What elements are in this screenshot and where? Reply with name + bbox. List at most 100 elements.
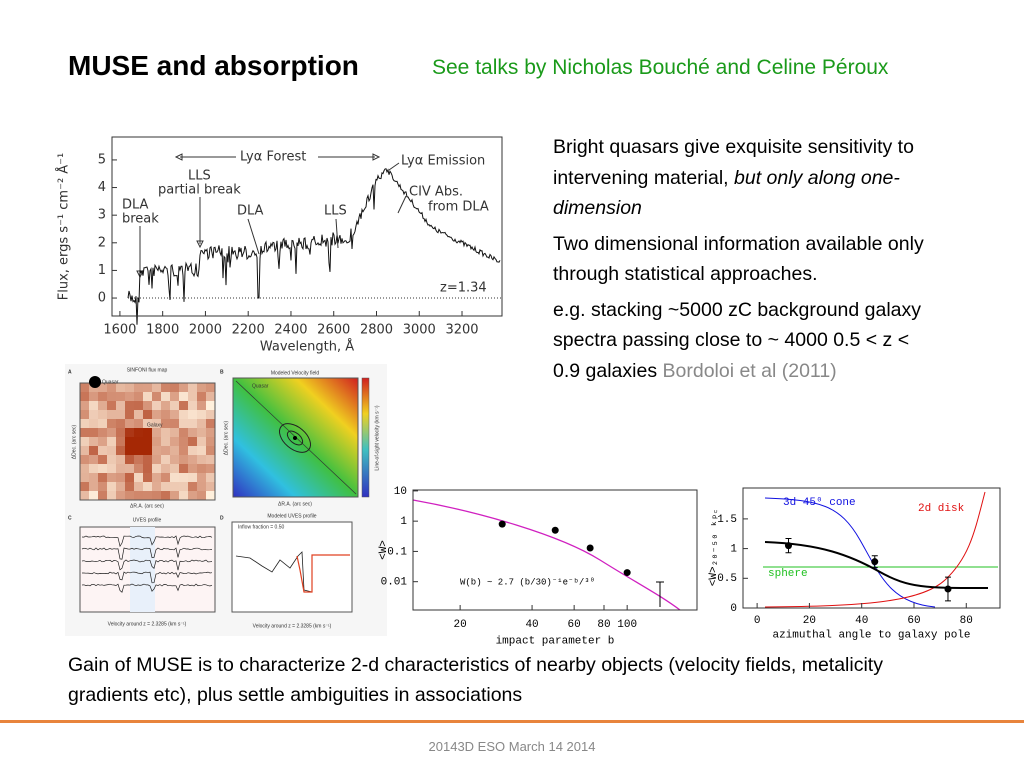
heat-cell: [98, 401, 107, 410]
heat-cell: [179, 491, 188, 500]
legend: 3d 45⁰ cone 2d disk sphere: [768, 497, 965, 580]
heat-cell: [188, 437, 197, 446]
label: Quasar: [102, 379, 119, 385]
x-tick-label: 40: [525, 619, 538, 631]
data-point: [623, 569, 631, 577]
x-tick-label: 1800: [146, 323, 179, 338]
y-tick-label: 1: [98, 263, 106, 278]
y-axis-label: Flux, ergs s⁻¹ cm⁻² Å⁻¹: [56, 153, 72, 301]
heat-cell: [116, 419, 125, 428]
heat-cell: [206, 428, 215, 437]
heat-cell: [152, 401, 161, 410]
heat-cell: [116, 491, 125, 500]
heat-cell: [152, 491, 161, 500]
heat-cell: [89, 401, 98, 410]
x-tick-label: 100: [617, 619, 637, 631]
heat-cell: [161, 464, 170, 473]
x-tick-label: 3200: [445, 323, 478, 338]
heat-cell: [89, 428, 98, 437]
heat-cell: [152, 410, 161, 419]
heat-cell: [107, 410, 116, 419]
heat-cell: [197, 482, 206, 491]
heat-cell: [125, 383, 134, 392]
heat-cell: [134, 419, 143, 428]
data-point: [498, 520, 506, 528]
heat-cell: [125, 446, 134, 455]
heat-cell: [89, 446, 98, 455]
heat-cell: [161, 473, 170, 482]
x-axis-label: impact parameter b: [496, 636, 615, 648]
heat-cell: [179, 473, 188, 482]
annotation: partial break: [158, 183, 241, 198]
y-tick-label: 1: [730, 544, 737, 556]
heat-cell: [170, 446, 179, 455]
heat-cell: [161, 419, 170, 428]
heat-cell: [143, 383, 152, 392]
heat-cell: [161, 437, 170, 446]
data-point: [871, 558, 879, 566]
panel-letter: C: [68, 515, 72, 521]
heat-cell: [143, 446, 152, 455]
heat-cell: [143, 464, 152, 473]
heat-cell: [98, 473, 107, 482]
annotation: LLS: [324, 204, 347, 219]
heat-cell: [116, 446, 125, 455]
heat-cell: [188, 401, 197, 410]
heat-cell: [197, 428, 206, 437]
heat-cell: [98, 446, 107, 455]
heat-cell: [116, 383, 125, 392]
heat-cell: [152, 428, 161, 437]
heat-cell: [125, 410, 134, 419]
model-frame: [231, 521, 353, 613]
spectrum-line: [127, 168, 501, 325]
data-point: [944, 585, 952, 593]
plot-frame: [412, 489, 698, 611]
y-axis-label: <W>₂₀₋₅₀ ₖₚ꜀: [708, 510, 720, 587]
y-tick-label: 5: [98, 152, 106, 167]
quasar: [89, 376, 101, 388]
heat-cell: [179, 446, 188, 455]
heat-cell: [143, 392, 152, 401]
x-tick-label: 40: [855, 615, 868, 627]
heat-cell: [125, 473, 134, 482]
heat-cell: [197, 491, 206, 500]
heat-cell: [197, 419, 206, 428]
heat-cell: [125, 401, 134, 410]
heat-cell: [197, 455, 206, 464]
annotation: Lyα Emission: [401, 154, 485, 169]
heat-cell: [125, 482, 134, 491]
text: Two dimensional information available on…: [553, 232, 924, 286]
heat-cell: [107, 419, 116, 428]
bullet: e.g. stacking ~5000 zC background galaxy…: [553, 295, 928, 387]
heat-cell: [107, 401, 116, 410]
x-tick-label: 2800: [360, 323, 393, 338]
uves-line: [81, 535, 213, 548]
data-point: [551, 526, 559, 534]
label: ΔDec. (arc sec): [71, 424, 77, 459]
heat-cell: [98, 383, 107, 392]
heat-cell: [152, 482, 161, 491]
uves-line: [82, 571, 213, 584]
heat-cell: [152, 437, 161, 446]
heat-cell: [179, 482, 188, 491]
heat-cell: [107, 455, 116, 464]
text: Bright quasars give exquisite sensitivit…: [553, 136, 914, 189]
heat-cell: [89, 491, 98, 500]
x-tick-label: 60: [568, 619, 581, 631]
model-curve: [764, 541, 989, 590]
heat-cell: [134, 401, 143, 410]
heat-cell: [116, 473, 125, 482]
heat-cell: [206, 473, 215, 482]
heat-cell: [116, 464, 125, 473]
plot-frame: [111, 136, 503, 317]
x-tick-label: 1600: [103, 323, 136, 338]
heat-cell: [179, 392, 188, 401]
heat-cell: [161, 482, 170, 491]
heat-cell: [98, 392, 107, 401]
heat-cell: [125, 464, 134, 473]
heat-cell: [188, 419, 197, 428]
annotation: LLS: [188, 169, 211, 184]
y-tick-label: 3: [98, 208, 106, 223]
heat-cell: [197, 446, 206, 455]
heat-cell: [98, 410, 107, 419]
